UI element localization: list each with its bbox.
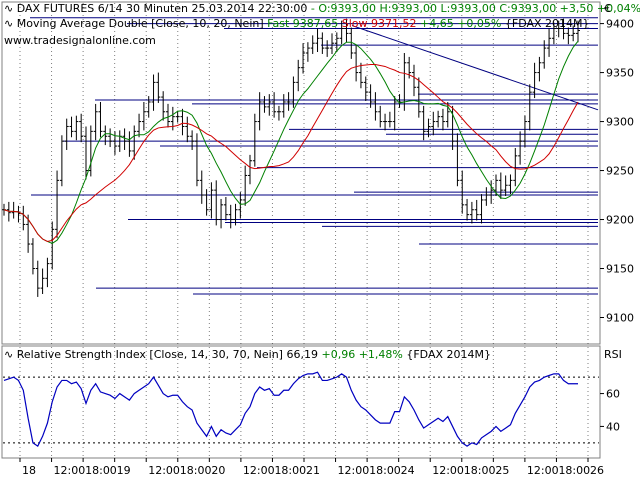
- time-tick-label: 18:00: [274, 464, 306, 477]
- price-tick-label: 9200: [606, 214, 634, 227]
- website-label: www.tradesignalonline.com: [4, 34, 156, 47]
- price-header-line1: ∿ DAX FUTURES 6/14 30 Minuten 25.03.2014…: [4, 2, 640, 16]
- rsi-tick-label: 40: [606, 420, 620, 433]
- time-tick-label: 18:00: [464, 464, 496, 477]
- time-tick-label: 12:00: [527, 464, 559, 477]
- time-tick-label: 12:00: [54, 464, 86, 477]
- rsi-change: +0,96 +1,48%: [321, 348, 403, 361]
- moving-averages: [3, 40, 579, 245]
- time-tick-label: 20: [211, 464, 225, 477]
- time-tick-label: 12:00: [243, 464, 275, 477]
- currency-label: €: [604, 2, 611, 15]
- header-ohlc: - O:9393,00 H:9393,00 L:9393,00: [310, 2, 496, 15]
- ma-symbol: {FDAX 2014M}: [504, 17, 590, 30]
- price-tick-label: 9350: [606, 67, 634, 80]
- header-close-change: C:9393,00 +3,50 +0,04%: [499, 2, 640, 15]
- time-tick-label: 12:00: [432, 464, 464, 477]
- header-datetime: 25.03.2014 22:30:00: [191, 2, 308, 15]
- instrument-title: DAX FUTURES 6/14 30 Minuten: [16, 2, 189, 15]
- rsi-axis-label: RSI: [604, 348, 622, 361]
- fast-ma-line: [3, 40, 579, 245]
- time-tick-label: 18:00: [180, 464, 212, 477]
- time-tick-label: 12:00: [148, 464, 180, 477]
- price-tick-label: 9250: [606, 165, 634, 178]
- rsi-line: [3, 371, 578, 448]
- time-tick-label: 19: [117, 464, 131, 477]
- price-tick-label: 9100: [606, 312, 634, 325]
- time-axis: 18 12:00 18:00 19 12:00 18:00 20 12:00 18:00 21 12…: [19, 458, 604, 477]
- ma-fast-value: Fast 9387,65: [267, 17, 339, 30]
- rsi-series: [3, 371, 578, 448]
- price-bars: [2, 18, 580, 297]
- price-tick-label: 9400: [606, 18, 634, 31]
- time-tick-label: 25: [495, 464, 509, 477]
- ma-slow-value: Slow 9371,52: [341, 17, 417, 30]
- time-tick-label: 26: [590, 464, 604, 477]
- rsi-symbol: {FDAX 2014M}: [406, 348, 492, 361]
- rsi-gridlines: [3, 376, 599, 444]
- ma-icon: ∿: [4, 17, 17, 30]
- rsi-axis: 40 60: [600, 388, 620, 433]
- price-header-line2: ∿ Moving Average Double [Close, 10, 20, …: [4, 17, 590, 31]
- support-resistance-levels: [30, 17, 599, 295]
- time-tick-label: 18:00: [369, 464, 401, 477]
- rsi-icon: ∿: [4, 348, 17, 361]
- rsi-value: 66,19: [286, 348, 318, 361]
- rsi-panel-frame: [1, 345, 601, 459]
- time-tick-label: 24: [401, 464, 415, 477]
- ma-title: Moving Average Double [Close, 10, 20, Ne…: [16, 17, 264, 30]
- time-tick-label: 12:00: [338, 464, 370, 477]
- time-tick-label: 18: [22, 464, 36, 477]
- chart-icon: ∿: [4, 2, 17, 15]
- time-tick-label: 21: [306, 464, 320, 477]
- trendline: [351, 25, 599, 111]
- price-axis: 9100 9150 9200 9250 9300 9350 9400: [600, 18, 634, 325]
- time-tick-label: 18:00: [85, 464, 117, 477]
- price-tick-label: 9300: [606, 116, 634, 129]
- slow-ma-line: [3, 63, 579, 243]
- price-panel-frame: [1, 1, 601, 345]
- rsi-title: Relative Strength Index [Close, 14, 30, …: [16, 348, 283, 361]
- time-tick-label: 18:00: [558, 464, 590, 477]
- rsi-tick-label: 60: [606, 388, 620, 401]
- rsi-header: ∿ Relative Strength Index [Close, 14, 30…: [4, 348, 491, 362]
- ma-change: +4,65 +0,05%: [420, 17, 502, 30]
- price-tick-label: 9150: [606, 263, 634, 276]
